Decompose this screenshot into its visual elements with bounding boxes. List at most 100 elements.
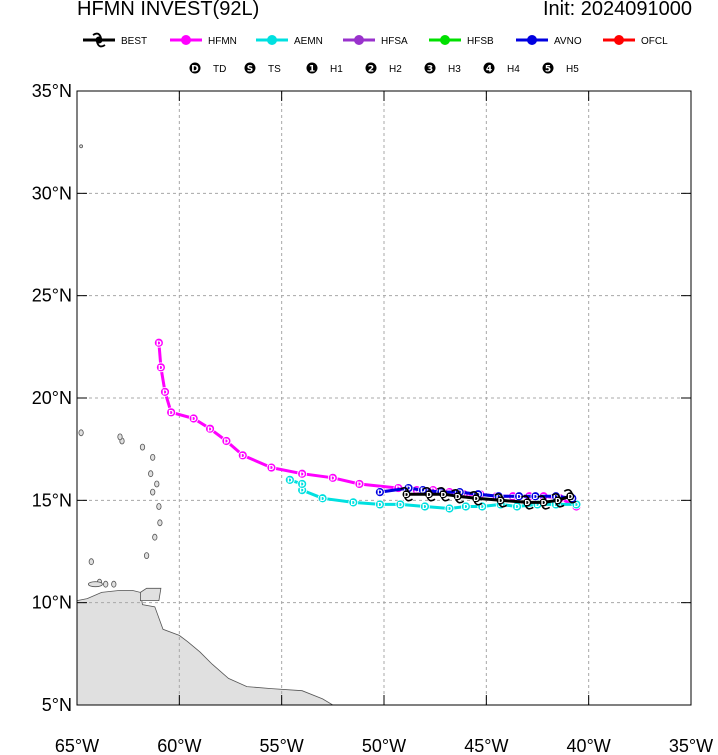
- legend-item-hfsa: HFSA: [343, 35, 408, 47]
- island: [152, 533, 158, 541]
- track-point: [284, 474, 295, 485]
- legend-marker: [440, 35, 450, 45]
- track-point: [553, 496, 562, 505]
- intensity-symbol-glyph: 5: [545, 65, 551, 75]
- track-point: [266, 462, 277, 473]
- track-point: [460, 501, 471, 512]
- track-point-symbol: D: [299, 481, 305, 489]
- track-point-symbol: D: [440, 491, 446, 499]
- island: [154, 480, 160, 488]
- island: [111, 580, 117, 588]
- track-point-symbol: D: [553, 493, 559, 501]
- track-point: [221, 436, 232, 446]
- island: [156, 503, 162, 510]
- intensity-symbol-glyph: 4: [486, 65, 492, 75]
- y-tick-label: 5°N: [42, 695, 72, 715]
- track-point: [439, 490, 448, 499]
- track-point-symbol: D: [524, 499, 530, 507]
- track-point: [205, 423, 215, 434]
- y-tick-label: 10°N: [32, 593, 72, 613]
- legend-label: AEMN: [294, 36, 323, 47]
- track-point-symbol: D: [461, 491, 467, 499]
- island: [157, 519, 163, 527]
- track-point-symbol: D: [573, 501, 579, 509]
- intensity-symbol-glyph: 1: [309, 65, 315, 75]
- track-point-symbol: D: [496, 493, 502, 501]
- track-point: [523, 498, 532, 507]
- legend-marker: [181, 35, 191, 45]
- track-point: [237, 450, 248, 461]
- track-point: [188, 413, 199, 424]
- grid: [77, 91, 691, 705]
- track-point-symbol: D: [330, 474, 336, 482]
- track-point-symbol: D: [479, 503, 485, 511]
- y-tick-label: 30°N: [32, 183, 72, 203]
- track-point-symbol: D: [447, 505, 453, 513]
- island: [150, 453, 156, 461]
- y-tick-label: 25°N: [32, 286, 72, 306]
- track-point: [420, 501, 430, 512]
- track-point-symbol: D: [535, 501, 541, 509]
- track-point: [354, 479, 365, 489]
- track-point-symbol: D: [191, 415, 197, 423]
- x-tick-label: 65°W: [55, 736, 99, 755]
- track-point-symbol: D: [553, 501, 559, 509]
- intensity-label: H4: [507, 64, 520, 75]
- track-point: [156, 362, 166, 373]
- track-point: [348, 497, 359, 508]
- track-point-symbol: D: [240, 452, 246, 460]
- track-line-hfmn: [157, 342, 578, 508]
- legend-item-ofcl: OFCL: [603, 35, 668, 47]
- track-point: [444, 503, 455, 514]
- legend-intensity-h2: 2 H2: [365, 62, 402, 75]
- legend-intensity-td: D TD: [189, 62, 226, 75]
- track-point-symbol: D: [269, 464, 275, 472]
- intensity-symbol-glyph: D: [191, 65, 198, 75]
- x-tick-label: 60°W: [157, 736, 201, 755]
- track-point-symbol: D: [377, 489, 383, 497]
- legend-item-best: BEST: [83, 32, 147, 48]
- island: [117, 433, 123, 441]
- track-point-symbol: D: [567, 493, 573, 501]
- track-point-symbol: D: [320, 495, 326, 503]
- margarita-island: [88, 581, 103, 588]
- track-point: [327, 472, 338, 483]
- track-point-symbol: D: [555, 497, 561, 505]
- legend-item-avno: AVNO: [516, 35, 582, 47]
- south-america-land: [77, 590, 334, 705]
- y-tick-label: 35°N: [32, 81, 72, 101]
- tracks: DDDDDDDDDDDDDDDDDDDDDDDDDDDDDDDDDDDDDDDD…: [153, 337, 582, 514]
- track-point: [566, 492, 575, 501]
- intensity-label: H5: [566, 64, 579, 75]
- ticks: 65°W 60°W 55°W 50°W 45°W 40°W 35°W 5°N 10°N 15°N 2…: [32, 81, 713, 755]
- track-point-symbol: D: [533, 493, 539, 501]
- track-point: [153, 337, 164, 348]
- track-point: [453, 492, 462, 501]
- track-point-symbol: D: [162, 388, 168, 396]
- track-point-symbol: D: [207, 425, 213, 433]
- intensity-symbol: [424, 62, 436, 74]
- intensity-label: H2: [389, 64, 402, 75]
- track-point-symbol: D: [455, 493, 461, 501]
- track-point: [375, 499, 385, 510]
- island: [103, 580, 109, 588]
- land: [77, 144, 334, 705]
- plot-area: 65°W 60°W 55°W 50°W 45°W 40°W 35°W 5°N 10°N 15°N 2…: [32, 81, 713, 755]
- track-point: [297, 468, 308, 479]
- track-point: [539, 498, 548, 507]
- legend-intensity-h1: 1 H1: [306, 62, 343, 75]
- intensity-symbol: [483, 62, 495, 74]
- legend-label: HFMN: [208, 36, 237, 47]
- track-point-symbol: D: [473, 495, 479, 503]
- track-point-symbol: D: [156, 339, 162, 347]
- legend-item-hfmn: HFMN: [170, 35, 237, 47]
- intensity-symbol-glyph: 2: [368, 65, 374, 75]
- track-point-symbol: D: [397, 501, 403, 509]
- track-point-symbol: D: [377, 501, 383, 509]
- island: [148, 470, 154, 478]
- chart-title: HFMN INVEST(92L): [77, 0, 260, 20]
- x-tick-label: 45°W: [464, 736, 508, 755]
